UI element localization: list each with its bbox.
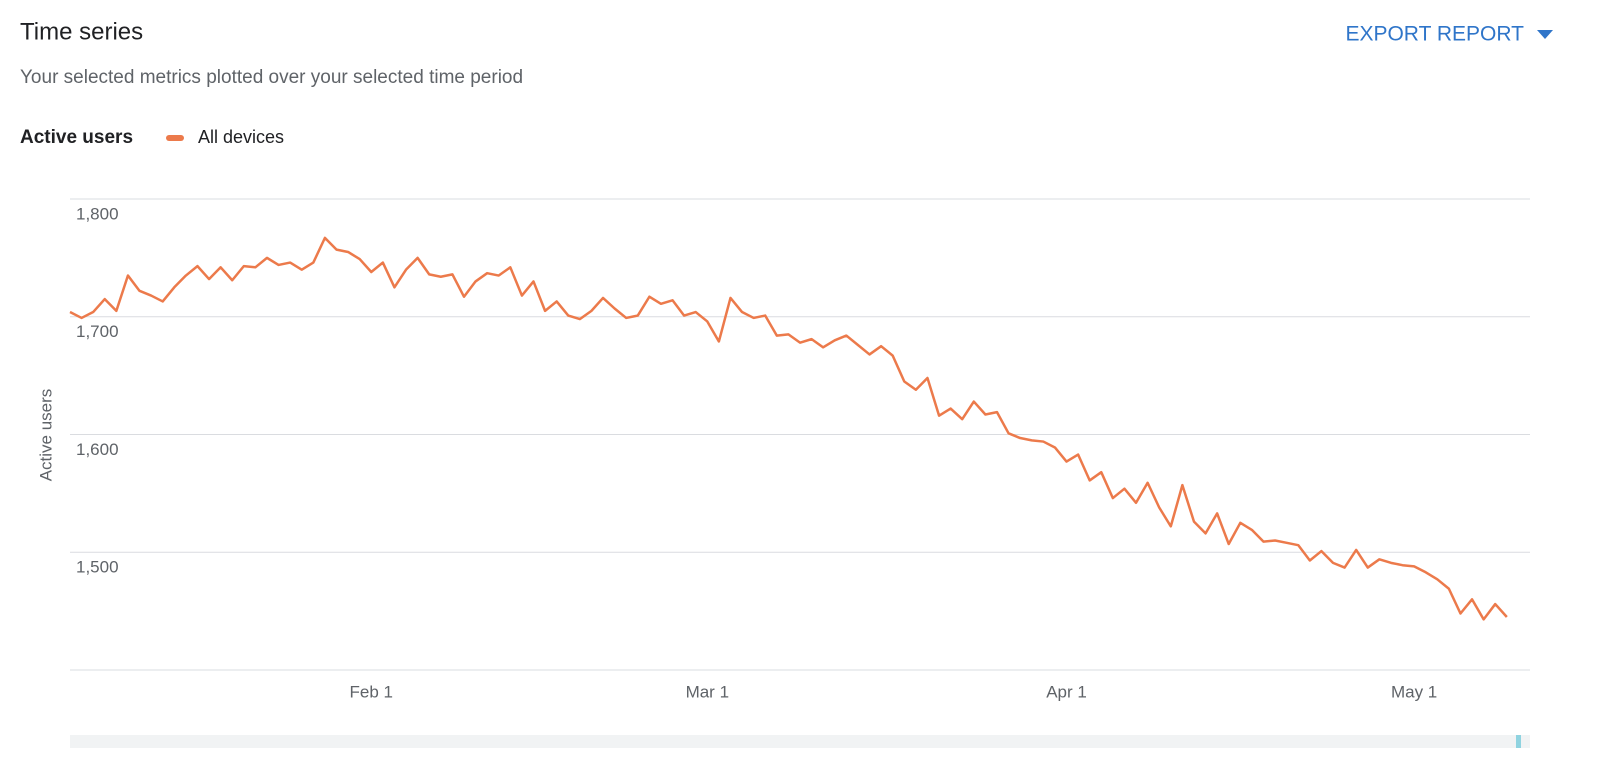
y-tick-label: 1,700 [76,322,119,341]
series-line [69,236,1508,621]
y-tick-label: 1,600 [76,440,119,459]
y-tick-label: 1,800 [76,204,119,223]
x-tick-label: Apr 1 [1046,682,1087,701]
y-tick-label: 1,500 [76,558,119,577]
x-tick-label: Mar 1 [686,682,729,701]
subtitle: Your selected metrics plotted over your … [20,67,523,88]
x-tick-label: May 1 [1391,682,1437,701]
scrollbar[interactable] [70,735,1530,748]
scroll-handle[interactable] [1516,735,1521,748]
x-tick-label: Feb 1 [350,682,393,701]
dropdown-arrow[interactable] [1537,30,1553,39]
legend-title: Active users [20,127,133,148]
y-axis-title: Active users [36,389,55,482]
export-button[interactable]: EXPORT REPORT [1345,23,1524,46]
title: Time series [20,18,143,45]
legend-label: All devices [198,127,284,147]
